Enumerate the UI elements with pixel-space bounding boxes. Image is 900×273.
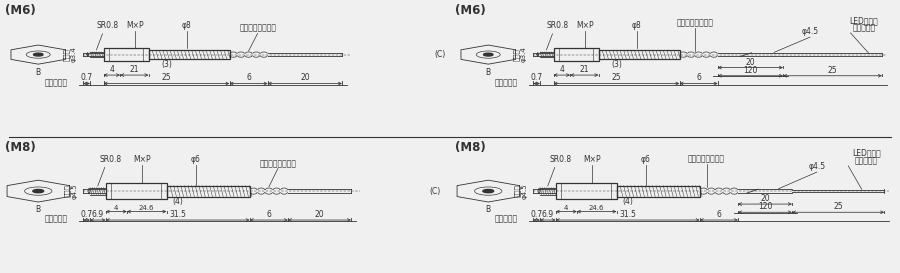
Text: SR0.8: SR0.8 [99,155,122,164]
Text: ストローク: ストローク [44,78,68,87]
Text: 120: 120 [743,66,758,75]
Text: (M8): (M8) [4,141,35,154]
Text: B: B [36,67,40,76]
Text: B: B [486,67,491,76]
Text: 24.6: 24.6 [139,205,155,211]
Bar [554,48,598,61]
Text: M×P: M×P [583,155,600,164]
Text: 0.7: 0.7 [531,210,543,219]
Text: 0.7: 0.7 [81,73,93,82]
Text: 4: 4 [564,205,569,211]
Text: (M6): (M6) [454,4,485,17]
Text: 6: 6 [266,210,271,219]
Circle shape [482,189,493,193]
Text: M×P: M×P [126,22,144,31]
Text: 6.9: 6.9 [542,210,554,219]
Text: 0.7: 0.7 [531,73,543,82]
Text: SR0.8: SR0.8 [97,22,119,31]
Circle shape [33,53,43,56]
Text: 20: 20 [300,73,310,82]
Text: 0.7: 0.7 [81,210,93,219]
Text: ストローク: ストローク [494,78,518,87]
Text: 4: 4 [114,205,119,211]
Text: 20: 20 [745,58,755,67]
Text: コードプロテクタ: コードプロテクタ [239,24,276,33]
Text: 20: 20 [315,210,324,219]
Text: φ4.5: φ4.5 [808,162,825,171]
Text: 25: 25 [828,66,837,75]
Text: 動作時点灯: 動作時点灯 [852,23,876,32]
Text: (3): (3) [611,60,622,69]
Text: (4): (4) [622,197,634,206]
Text: M×P: M×P [133,155,150,164]
Text: (C): (C) [430,187,441,195]
Text: 31.5: 31.5 [169,210,186,219]
Text: 6: 6 [716,210,721,219]
Text: φ8: φ8 [182,22,192,31]
Text: 平面部
φ4.5: 平面部 φ4.5 [64,183,78,199]
Text: LEDランプ: LEDランプ [850,16,878,25]
Text: 6: 6 [697,73,701,82]
Text: 25: 25 [162,73,171,82]
Text: M×P: M×P [576,22,594,31]
Bar [166,186,250,197]
Text: B: B [486,206,491,214]
Text: 6: 6 [247,73,251,82]
Text: (3): (3) [161,60,172,69]
Circle shape [33,189,43,193]
Text: コードプロテクタ: コードプロテクタ [259,159,296,168]
Text: 平面部
φ3.4: 平面部 φ3.4 [513,47,526,63]
Bar [556,183,617,199]
Text: 4: 4 [110,65,114,74]
Text: 20: 20 [760,194,770,203]
Text: ストローク: ストローク [44,215,68,224]
Text: 120: 120 [758,202,772,211]
Text: 31.5: 31.5 [619,210,636,219]
Text: 平面部
φ4.5: 平面部 φ4.5 [514,183,527,199]
Text: (C): (C) [434,50,446,59]
Text: コードプロテクタ: コードプロテクタ [677,18,714,27]
Text: 4: 4 [560,65,564,74]
Bar [616,186,700,197]
Text: φ6: φ6 [191,155,201,164]
Text: φ4.5: φ4.5 [801,28,819,36]
Text: 動作時点灯: 動作時点灯 [855,156,878,165]
Text: B: B [36,206,40,214]
Text: 6.9: 6.9 [92,210,104,219]
Text: 24.6: 24.6 [589,205,605,211]
Text: 25: 25 [612,73,621,82]
Text: LEDランプ: LEDランプ [852,148,880,157]
Text: SR0.8: SR0.8 [547,22,569,31]
Text: φ6: φ6 [641,155,651,164]
Bar [106,183,166,199]
Bar [598,50,680,59]
Text: コードプロテクタ: コードプロテクタ [688,155,725,164]
Text: 21: 21 [130,65,140,74]
Text: SR0.8: SR0.8 [549,155,572,164]
Text: ストローク: ストローク [494,215,518,224]
Bar [148,50,230,59]
Text: (4): (4) [172,197,184,206]
Text: 25: 25 [833,202,843,211]
Circle shape [483,53,493,56]
Bar [104,48,148,61]
Text: 平面部
φ3.4: 平面部 φ3.4 [63,47,76,63]
Text: (M8): (M8) [454,141,485,154]
Text: (M6): (M6) [4,4,35,17]
Text: 21: 21 [580,65,590,74]
Text: φ8: φ8 [632,22,642,31]
